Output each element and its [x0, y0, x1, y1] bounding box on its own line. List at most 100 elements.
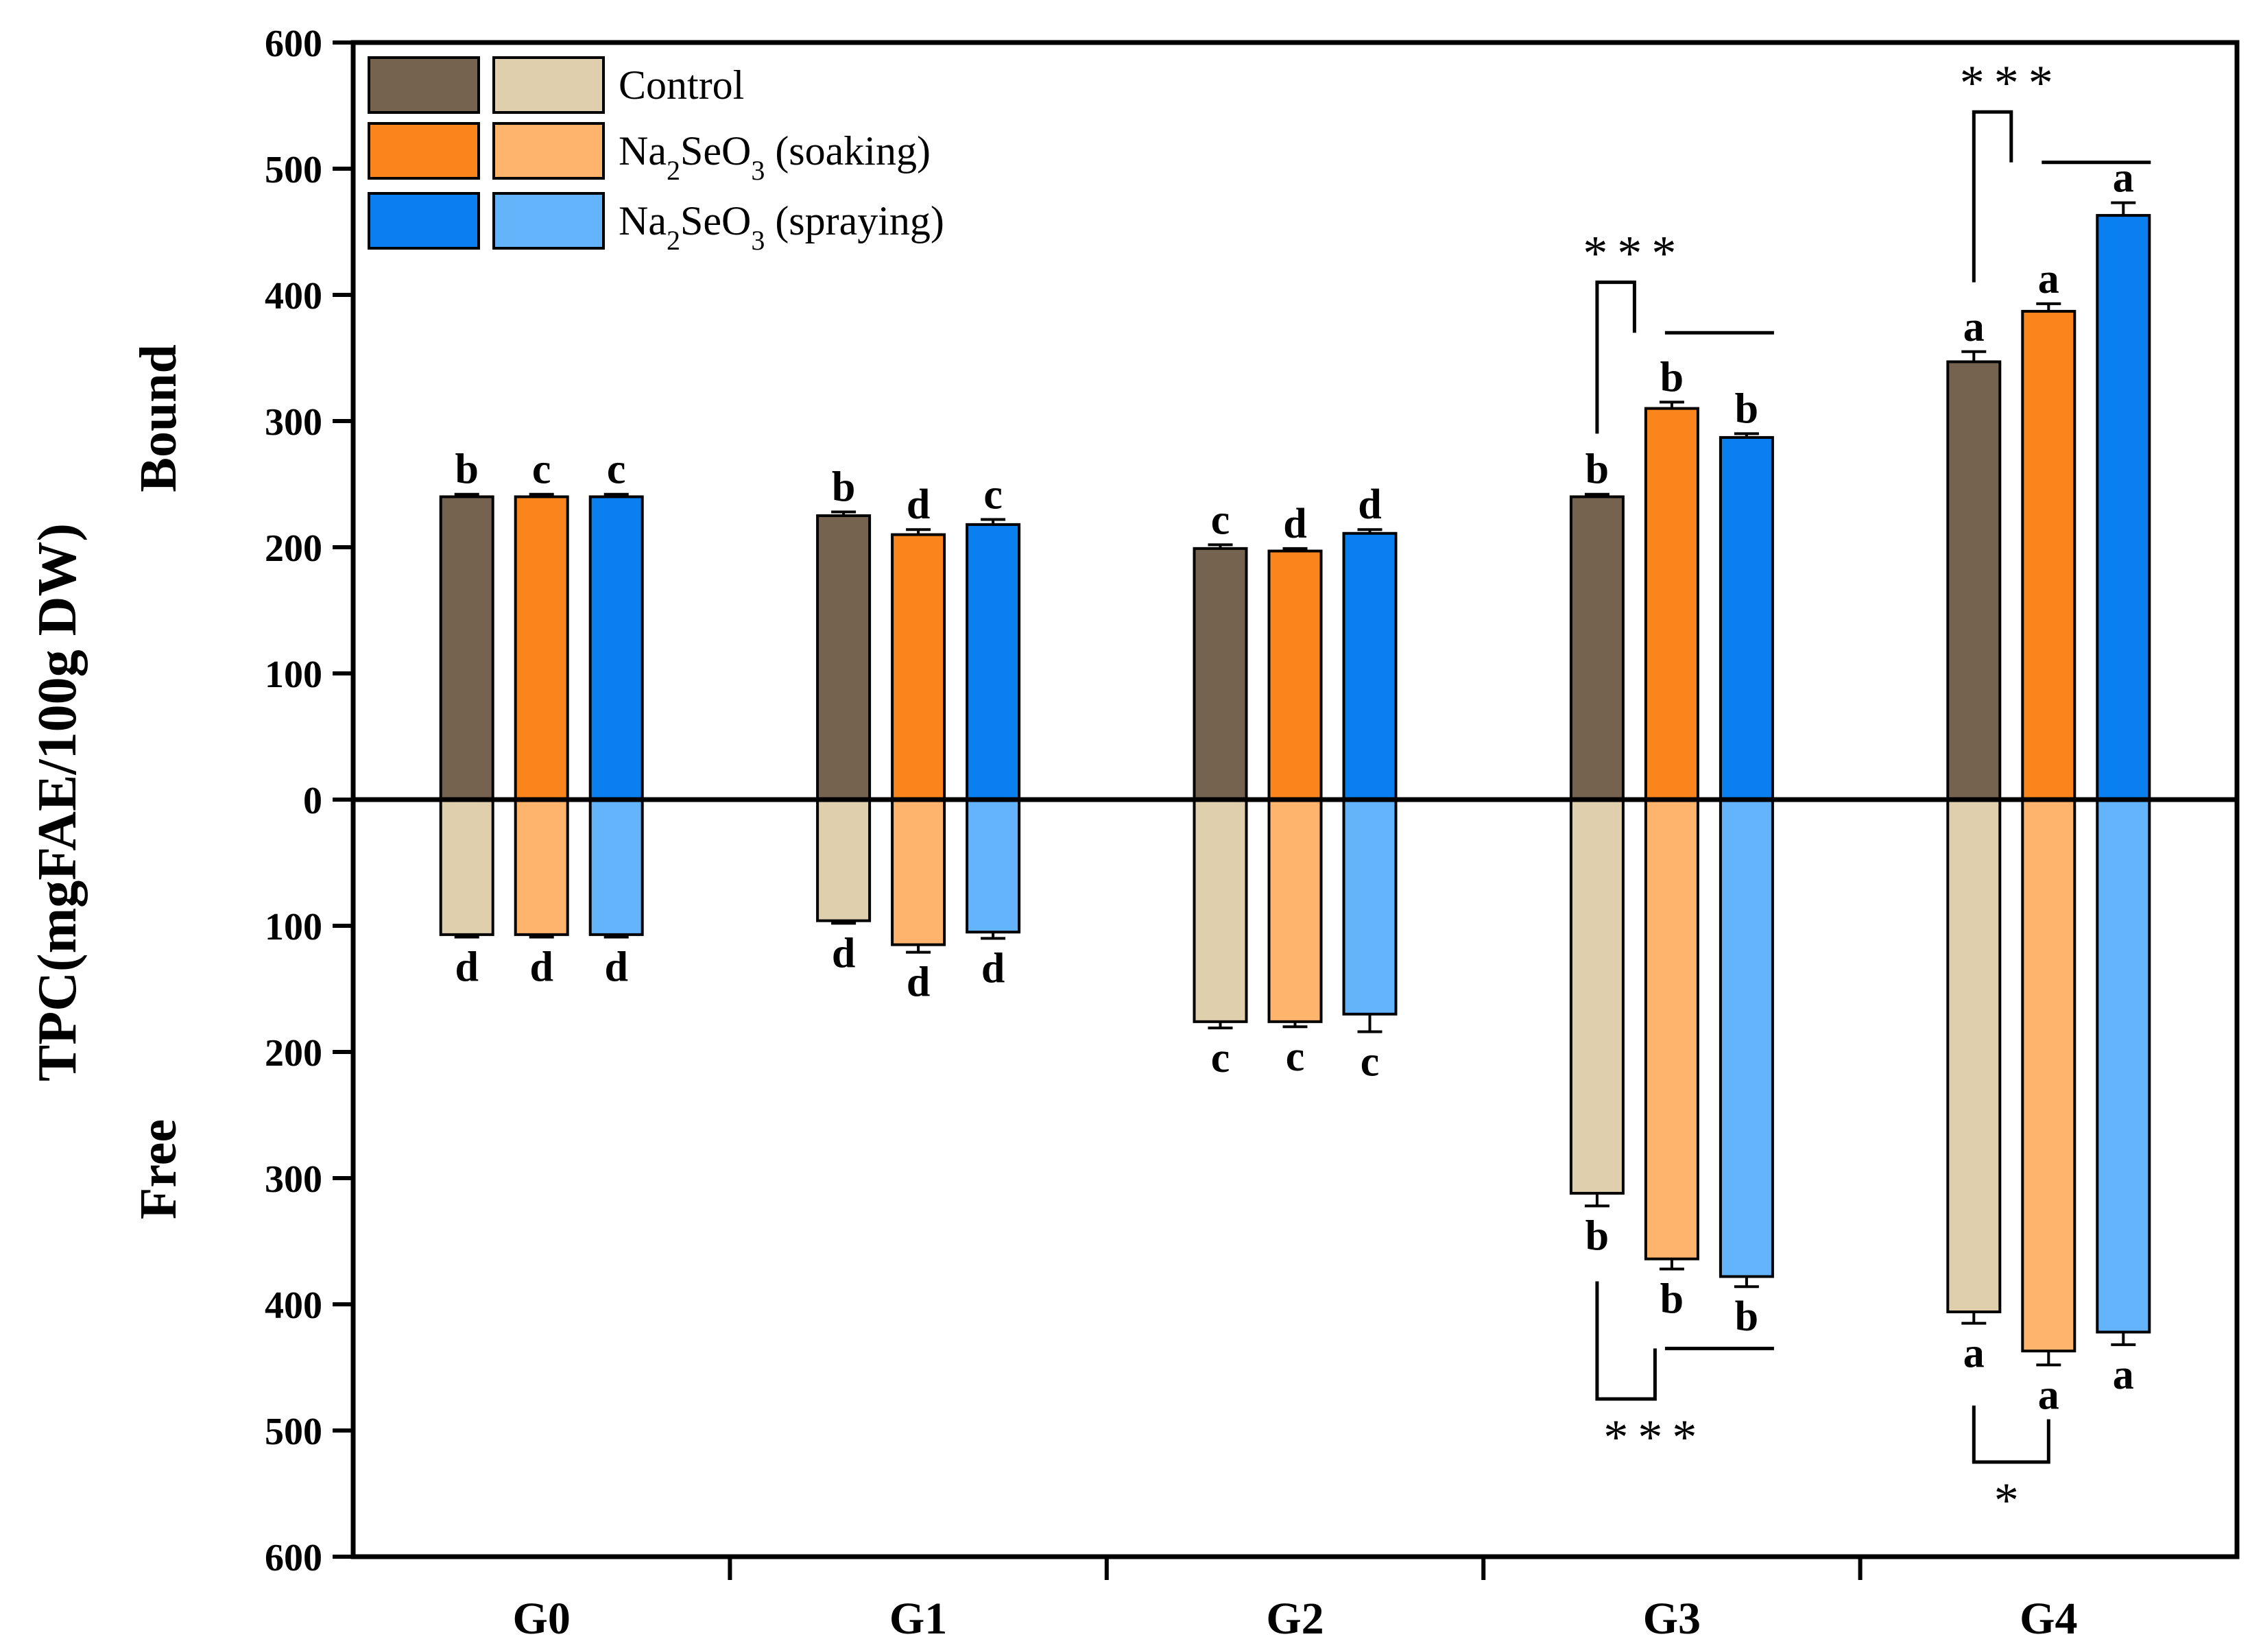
y-tick-label: 400: [265, 1284, 322, 1327]
bound-bar: [1193, 547, 1248, 802]
y-tick-label: 300: [265, 401, 322, 444]
x-category-label: G2: [1266, 1594, 1324, 1644]
bars: [439, 201, 2151, 1367]
legend-label-part: Na: [619, 198, 667, 243]
legend-label: Na2SeO3 (soaking): [619, 128, 931, 186]
legend-swatch-free: [492, 192, 605, 250]
y-tick-label: 0: [303, 780, 322, 822]
legend-swatch-bound: [368, 192, 480, 250]
bound-bar: [1644, 407, 1699, 801]
legend-swatch-free: [492, 122, 605, 180]
legend-label-part: (soaking): [765, 128, 931, 173]
legend-label-part: Na: [619, 128, 667, 173]
free-letter: a: [1963, 1330, 1985, 1377]
bracket-line: [1595, 1281, 1657, 1401]
y-tick-label: 200: [265, 1032, 322, 1075]
legend-label-part: 3: [751, 155, 765, 186]
free-letter: d: [455, 944, 478, 991]
bracket-line: [1972, 110, 2013, 283]
free-letter: a: [2113, 1352, 2134, 1398]
free-bar: [1193, 798, 1248, 1023]
significance-label: ***: [1603, 1410, 1706, 1465]
bound-letter: b: [1585, 446, 1609, 493]
free-letter: d: [981, 945, 1005, 992]
bound-letter: c: [983, 472, 1003, 518]
bound-letter: c: [607, 446, 626, 493]
y-axis-title-bound: Bound: [130, 344, 187, 492]
free-bar: [1644, 798, 1699, 1260]
free-bar: [1267, 798, 1323, 1023]
x-axis-categories: G0 G1 G2 G3 G4: [513, 1594, 2078, 1644]
bound-bar: [891, 533, 946, 801]
free-bar: [816, 798, 872, 922]
x-category-label: G3: [1643, 1594, 1701, 1644]
y-tick-label: 100: [265, 906, 322, 948]
x-category-label: G4: [2020, 1594, 2077, 1644]
legend-swatch-bound: [368, 56, 480, 114]
free-letter: d: [604, 944, 627, 991]
free-letter: d: [907, 959, 930, 1006]
bound-bar: [1267, 549, 1323, 802]
bound-letter: b: [832, 464, 855, 510]
y-tick-label: 600: [265, 23, 322, 65]
free-bar: [1946, 798, 2002, 1314]
bound-bar: [439, 495, 494, 802]
free-bar: [1569, 798, 1625, 1195]
free-letter: d: [832, 930, 855, 977]
free-bar: [2021, 798, 2077, 1353]
free-bar: [2096, 798, 2151, 1334]
legend-label-part: 2: [667, 225, 680, 256]
significance-brackets: **********: [1583, 56, 2151, 1528]
legend-label-part: SeO: [680, 128, 751, 173]
bound-letter: b: [455, 446, 478, 493]
free-bar: [1719, 798, 1774, 1278]
bound-bar: [514, 495, 569, 802]
free-bar: [966, 798, 1021, 934]
x-category-label: G0: [513, 1594, 571, 1644]
y-tick-label: 500: [265, 1411, 322, 1453]
significance-label: *: [1994, 1473, 2028, 1528]
free-bar: [891, 798, 946, 946]
y-tick-label: 600: [265, 1537, 322, 1579]
legend-label: Na2SeO3 (spraying): [619, 198, 944, 256]
y-axis-titles: TPC(mgFAE/100g DW) Bound Free: [27, 344, 187, 1219]
y-tick-label: 400: [265, 275, 322, 318]
bound-letter: b: [1660, 354, 1684, 400]
significance-label: ***: [1960, 56, 2063, 110]
bound-letter: a: [2038, 256, 2059, 302]
bracket-line: [1972, 1405, 2050, 1464]
legend-swatch-bound: [368, 122, 480, 180]
legend-label-part: 3: [751, 225, 765, 256]
free-bar: [439, 798, 494, 936]
free-letter: a: [2038, 1372, 2059, 1418]
bound-bar: [2021, 309, 2077, 802]
bound-bar: [588, 495, 644, 802]
y-tick-label: 300: [265, 1158, 322, 1201]
free-letter: c: [1286, 1033, 1305, 1080]
free-letter: d: [529, 944, 553, 991]
y-tick-label: 200: [265, 527, 322, 570]
legend-swatch-free: [492, 56, 605, 114]
y-axis-title: TPC(mgFAE/100g DW): [27, 523, 88, 1081]
free-letter: b: [1585, 1212, 1609, 1259]
legend-label-part: (spraying): [765, 198, 944, 243]
legend-label: Control: [619, 62, 744, 108]
bound-bar: [1569, 495, 1625, 802]
free-letter: c: [1361, 1039, 1380, 1086]
y-axis-ticks: 600 500 400 300 200 100 0 100 200 300 400 500 600: [265, 23, 353, 1579]
x-category-label: G1: [889, 1594, 947, 1644]
y-tick-label: 500: [265, 149, 322, 191]
free-bar: [588, 798, 644, 936]
legend-label-part: SeO: [680, 198, 751, 243]
y-tick-label: 100: [265, 654, 322, 696]
bound-bar: [966, 523, 1021, 801]
free-letter: b: [1735, 1293, 1758, 1340]
bound-letter: d: [1283, 501, 1306, 547]
bound-letter: d: [1358, 481, 1381, 528]
free-letter: b: [1660, 1276, 1684, 1322]
free-letter: c: [1211, 1035, 1230, 1081]
significance-label: ***: [1583, 226, 1686, 281]
